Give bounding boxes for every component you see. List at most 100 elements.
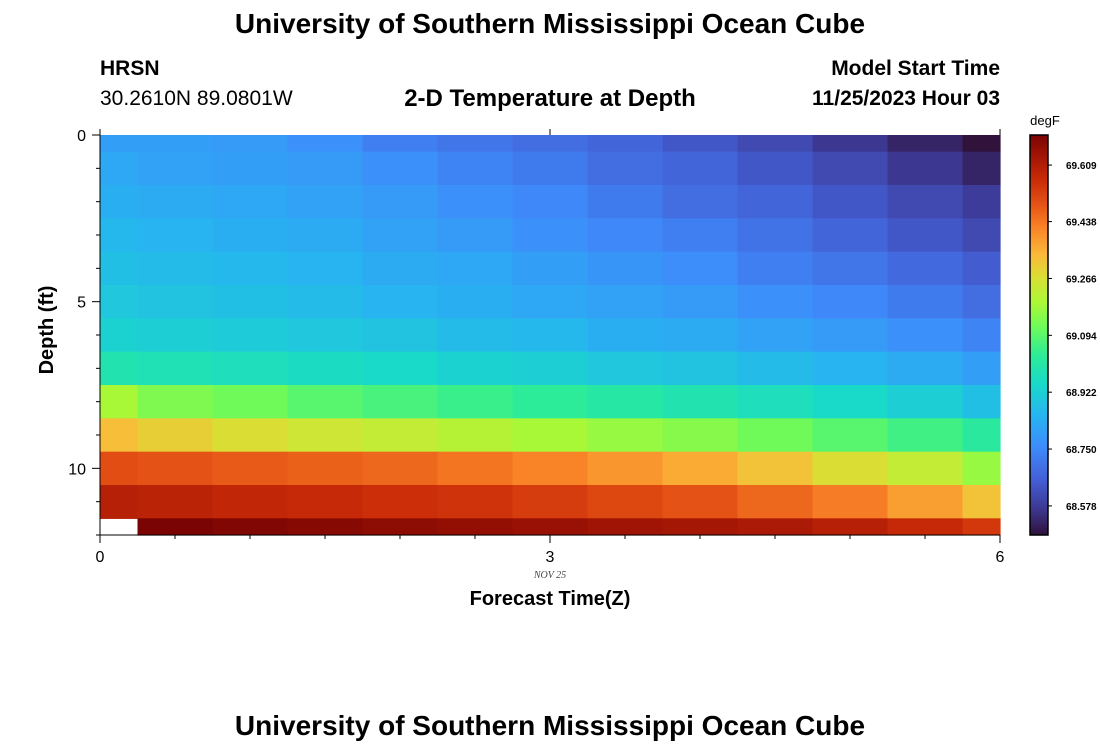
heatmap-cell — [437, 151, 514, 186]
heatmap-cell — [737, 318, 814, 353]
heatmap-cell — [512, 285, 589, 319]
heatmap-cell — [812, 418, 889, 453]
heatmap-cell — [662, 285, 739, 319]
heatmap-cell — [287, 135, 364, 153]
heatmap-cell — [212, 485, 289, 519]
heatmap-cell — [100, 385, 139, 419]
colorbar-tick-label: 68.750 — [1066, 445, 1097, 456]
heatmap-cell — [212, 218, 289, 253]
station-name: HRSN — [100, 57, 160, 80]
heatmap-cell — [812, 451, 889, 486]
heatmap-cell — [812, 185, 889, 219]
heatmap-cell — [587, 218, 664, 253]
heatmap-cell — [812, 485, 889, 519]
heatmap-cell — [812, 351, 889, 386]
heatmap-cell — [287, 418, 364, 453]
heatmap-cell — [100, 285, 139, 319]
heatmap-cell — [737, 418, 814, 453]
heatmap-cell — [587, 251, 664, 286]
heatmap-cell — [362, 135, 439, 153]
heatmap-cell — [512, 218, 589, 253]
heatmap-cell — [137, 151, 214, 186]
heatmap-cell — [100, 485, 139, 519]
colorbar-tick-label: 69.438 — [1066, 218, 1097, 229]
heatmap-cell — [512, 185, 589, 219]
heatmap-cell — [437, 451, 514, 486]
heatmap-cell — [512, 318, 589, 353]
heatmap-cell — [887, 351, 964, 386]
heatmap-cell — [437, 218, 514, 253]
heatmap-cell — [212, 385, 289, 419]
model-start-value: 11/25/2023 Hour 03 — [812, 87, 1000, 110]
model-start-label: Model Start Time — [831, 57, 1000, 80]
heatmap-cell — [662, 218, 739, 253]
heatmap-cell — [737, 135, 814, 153]
heatmap-cell — [437, 351, 514, 386]
heatmap-cell — [437, 518, 514, 536]
heatmap-cell — [287, 185, 364, 219]
heatmap-cell — [662, 351, 739, 386]
heatmap-cell — [512, 451, 589, 486]
colorbar — [1029, 134, 1049, 536]
heatmap-cell — [587, 351, 664, 386]
heatmap-cell — [737, 285, 814, 319]
heatmap-cell — [962, 351, 1001, 386]
heatmap-cell — [137, 135, 214, 153]
colorbar-tick-label: 68.578 — [1066, 502, 1097, 513]
heatmap-cell — [737, 485, 814, 519]
heatmap-cell — [287, 451, 364, 486]
heatmap-cell — [437, 385, 514, 419]
heatmap-cell — [137, 251, 214, 286]
heatmap-cell — [512, 518, 589, 536]
y-tick-label: 0 — [77, 128, 86, 145]
heatmap-cell — [812, 251, 889, 286]
heatmap-cell — [362, 285, 439, 319]
heatmap-cell — [287, 285, 364, 319]
colorbar-tick-label: 69.094 — [1066, 331, 1097, 342]
heatmap-cell — [212, 185, 289, 219]
heatmap-cell — [287, 385, 364, 419]
heatmap-cell — [512, 418, 589, 453]
heatmap-cell — [587, 285, 664, 319]
y-tick-label: 10 — [68, 461, 86, 478]
heatmap-cell — [812, 218, 889, 253]
heatmap-cell — [812, 385, 889, 419]
heatmap-cell — [887, 285, 964, 319]
heatmap-cell — [137, 485, 214, 519]
heatmap-cell — [212, 251, 289, 286]
heatmap-cell — [887, 218, 964, 253]
page-title-bottom: University of Southern Mississippi Ocean… — [234, 710, 866, 741]
heatmap-cell — [287, 318, 364, 353]
heatmap-cell — [887, 251, 964, 286]
heatmap-cell — [512, 151, 589, 186]
heatmap-cell — [587, 518, 664, 536]
heatmap-cell — [100, 351, 139, 386]
heatmap-cell — [362, 251, 439, 286]
heatmap-cell — [962, 135, 1001, 153]
x-axis-title: Forecast Time(Z) — [470, 588, 631, 610]
heatmap-cell — [362, 318, 439, 353]
heatmap-cell — [962, 451, 1001, 486]
heatmap-cell — [962, 318, 1001, 353]
heatmap-cell — [137, 418, 214, 453]
heatmap-cell — [137, 451, 214, 486]
heatmap-cell — [437, 285, 514, 319]
heatmap-cell — [100, 251, 139, 286]
heatmap-cell — [737, 151, 814, 186]
heatmap-cell — [100, 135, 139, 153]
heatmap-cell — [962, 251, 1001, 286]
heatmap-cell — [362, 518, 439, 536]
heatmap-cell — [437, 251, 514, 286]
heatmap-cell — [887, 135, 964, 153]
heatmap-cell — [287, 251, 364, 286]
heatmap-cell — [587, 185, 664, 219]
plot-title: 2-D Temperature at Depth — [404, 85, 696, 112]
heatmap-cell — [100, 318, 139, 353]
heatmap-cell — [362, 451, 439, 486]
heatmap-cell — [587, 135, 664, 153]
heatmap-cell — [737, 251, 814, 286]
heatmap-cell — [587, 385, 664, 419]
heatmap-cell — [362, 418, 439, 453]
heatmap-cell — [587, 151, 664, 186]
